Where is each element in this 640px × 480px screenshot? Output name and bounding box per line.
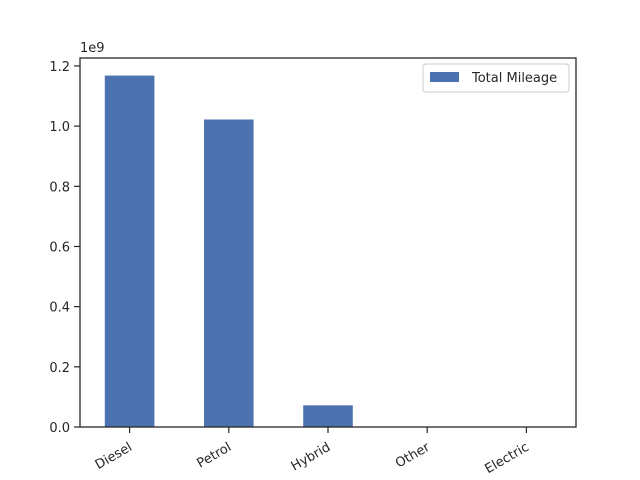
x-tick-label: Diesel [93,440,135,473]
bar-hybrid [303,405,353,427]
x-axis: Diesel Petrol Hybrid Other Electric [93,427,532,477]
x-tick-label: Hybrid [289,440,334,474]
bars [104,75,353,428]
bar-diesel [104,75,155,428]
plot-area [80,58,576,427]
plot-frame [79,57,577,428]
y-axis: 0.0 0.2 0.4 0.6 0.8 1.0 1.2 [49,60,80,436]
y-tick-label: 0.4 [49,301,70,316]
legend-swatch [430,72,459,82]
legend: Total Mileage [422,63,570,93]
x-tick-label: Petrol [195,440,235,472]
bar-petrol [204,119,254,427]
y-tick-label: 1.0 [49,120,70,135]
y-tick-label: 1.2 [49,60,70,75]
legend-label: Total Mileage [471,71,557,86]
legend-box [422,63,570,93]
axis-offset-text: 1e9 [80,41,105,56]
y-tick-label: 0.6 [49,240,70,255]
y-tick-label: 0.8 [49,180,70,195]
x-tick-label: Electric [483,440,532,477]
y-tick-label: 0.0 [49,421,70,436]
y-tick-label: 0.2 [49,361,70,376]
x-tick-label: Other [393,440,433,472]
